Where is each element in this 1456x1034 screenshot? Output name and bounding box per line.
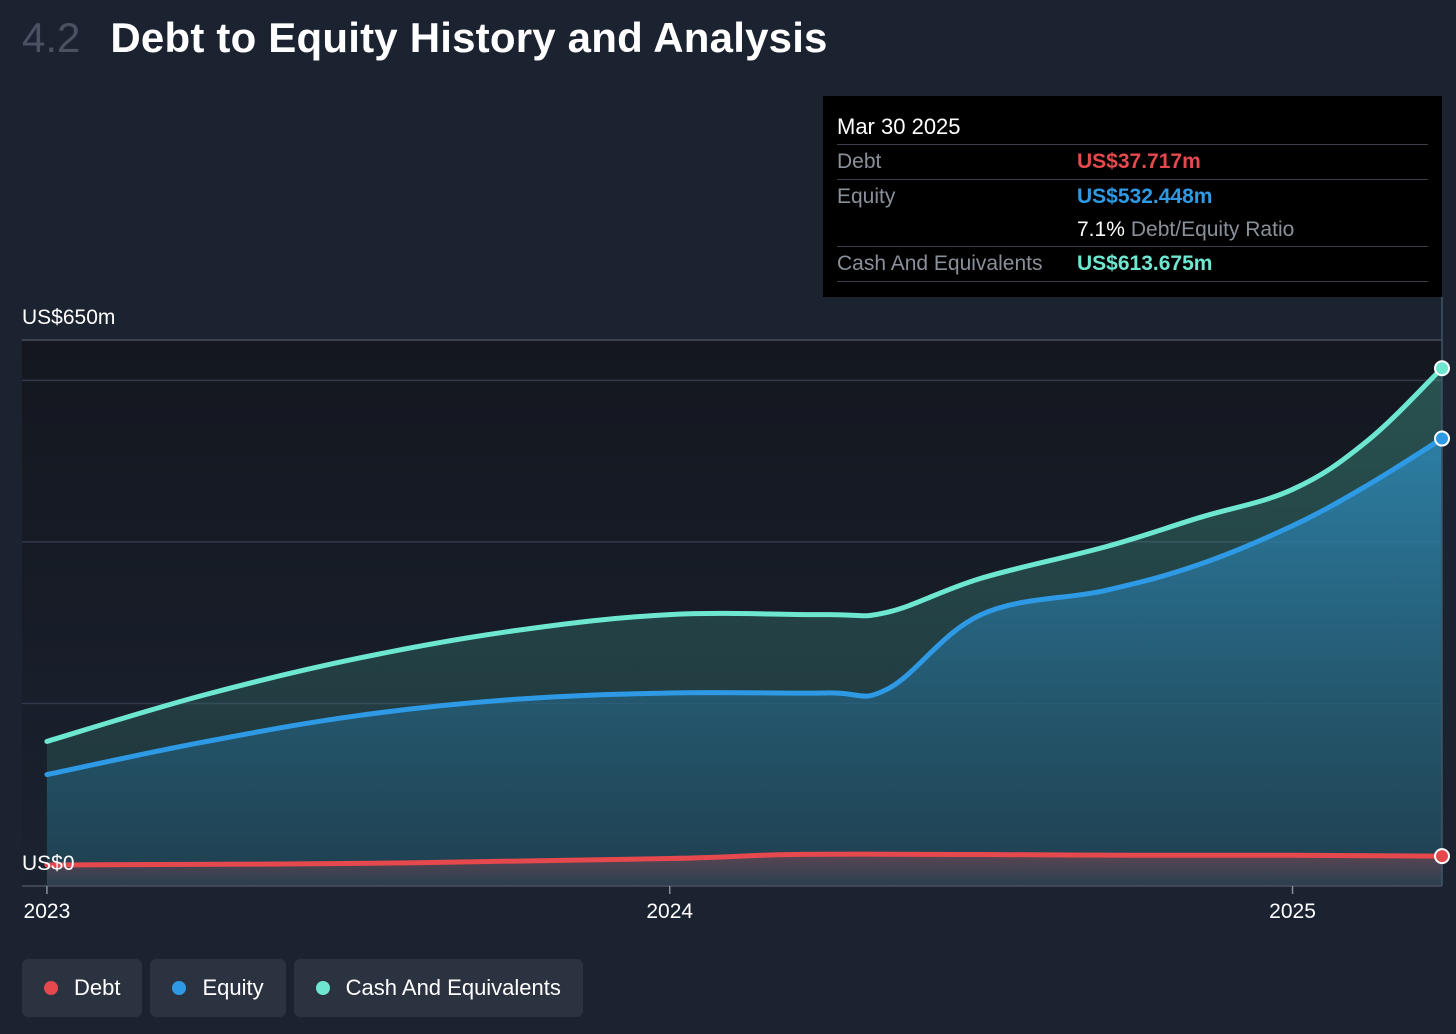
x-tick-label: 2024 — [646, 900, 693, 923]
line-debt — [44, 851, 1445, 868]
legend-label-equity: Equity — [202, 975, 264, 1000]
area-debt — [46, 854, 1443, 886]
tooltip-date: Mar 30 2025 — [837, 110, 1428, 145]
x-axis: 2023 2024 2025 — [22, 885, 1442, 923]
legend-label-debt: Debt — [74, 975, 121, 1000]
y-axis-top-label: US$650m — [22, 306, 116, 329]
tooltip-row-equity: Equity US$532.448m 7.1% Debt/Equity Rati… — [837, 180, 1428, 247]
tooltip-row-cash: Cash And Equivalents US$613.675m — [837, 247, 1428, 282]
tooltip-cash-value: US$613.675m — [1077, 252, 1213, 275]
tooltip-row-debt: Debt US$37.717m — [837, 145, 1428, 180]
y-axis-bottom-label: US$0 — [22, 852, 75, 875]
end-point-cash[interactable] — [1434, 360, 1450, 377]
legend-dot-cash — [315, 981, 330, 995]
tooltip-cash-label: Cash And Equivalents — [837, 252, 1043, 275]
x-tick-label: 2023 — [24, 900, 71, 923]
tooltip-equity-value: US$532.448m — [1077, 185, 1213, 208]
legend-item-cash[interactable]: Cash And Equivalents — [293, 959, 583, 1017]
tooltip-debt-label: Debt — [837, 150, 882, 173]
header: 4.2 Debt to Equity History and Analysis — [22, 14, 828, 70]
page-title: Debt to Equity History and Analysis — [110, 14, 828, 61]
line-equity — [44, 436, 1445, 778]
x-tick-label: 2025 — [1269, 900, 1316, 923]
legend-label-cash: Cash And Equivalents — [345, 975, 561, 1000]
end-point-debt[interactable] — [1434, 848, 1450, 865]
chart-tooltip: Mar 30 2025 Debt US$37.717m Equity US$53… — [823, 96, 1442, 297]
legend-dot-debt — [44, 981, 58, 995]
area-equity — [46, 438, 1443, 886]
end-point-equity[interactable] — [1434, 430, 1450, 447]
series-areas — [46, 368, 1443, 886]
legend-dot-equity — [172, 981, 187, 995]
tooltip-ratio-label: Debt/Equity Ratio — [1130, 218, 1295, 241]
tooltip-equity-label: Equity — [837, 185, 896, 208]
tooltip-debt-value: US$37.717m — [1077, 150, 1201, 173]
legend-item-debt[interactable]: Debt — [22, 959, 143, 1017]
series-lines — [44, 297, 1445, 886]
series-end-points — [1434, 360, 1450, 865]
legend-item-equity[interactable]: Equity — [150, 959, 286, 1017]
tooltip-ratio-value: 7.1% — [1077, 218, 1125, 241]
chart-legend: Debt Equity Cash And Equivalents — [22, 959, 583, 1017]
line-cash — [44, 365, 1445, 744]
section-number: 4.2 — [22, 14, 81, 61]
